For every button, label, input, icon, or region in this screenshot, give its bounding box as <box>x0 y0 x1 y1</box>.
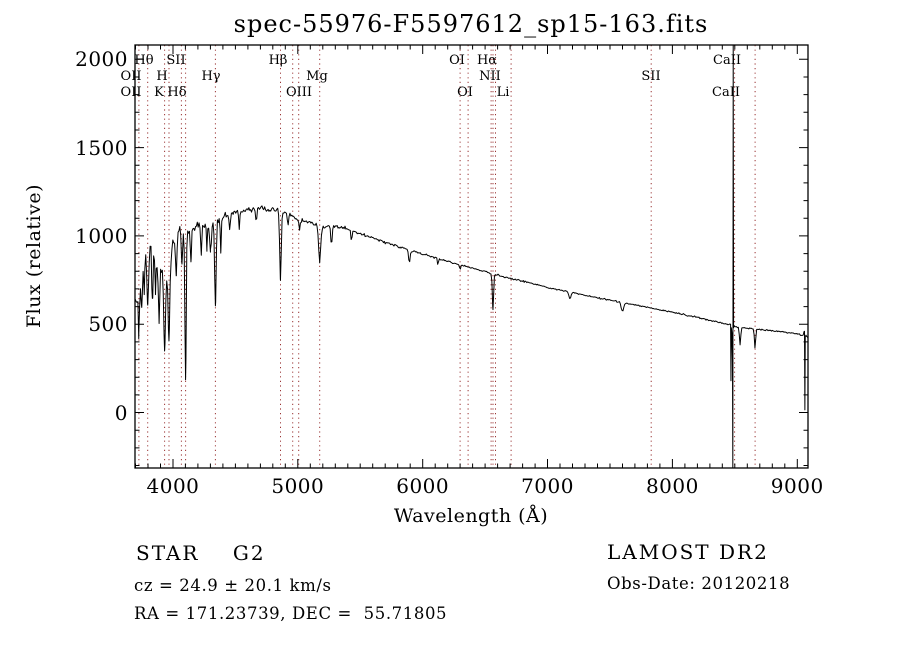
plot-title: spec-55976-F5597612_sp15-163.fits <box>233 10 709 38</box>
spectral-line-label: Hθ <box>134 53 154 68</box>
spectral-line-label: Li <box>496 85 510 100</box>
spectral-line-label: OII <box>120 85 142 100</box>
x-tick-label: 5000 <box>271 474 325 498</box>
x-tick-label: 4000 <box>146 474 200 498</box>
spectral-line-label: Hδ <box>167 85 187 100</box>
spectral-line-label: OI <box>457 85 473 100</box>
y-tick-label: 1000 <box>75 223 128 248</box>
x-tick-label: 8000 <box>645 474 699 498</box>
spectral-line-label: SII <box>166 53 186 68</box>
spectral-line-label: Hγ <box>201 69 221 84</box>
spectral-line-label: OI <box>449 53 465 68</box>
spectral-line-label: Hβ <box>268 53 288 68</box>
y-axis-label: Flux (relative) <box>23 184 45 328</box>
spectral-line-label: Hα <box>476 53 498 68</box>
spectrum-curve <box>135 45 808 468</box>
spectral-line-label: OII <box>120 69 142 84</box>
spectral-line-label: CaII <box>713 53 741 68</box>
y-tick-label: 2000 <box>75 47 128 72</box>
spectral-line-label: NII <box>479 69 501 84</box>
classification-text: STAR G2 <box>136 541 266 565</box>
x-tick-label: 7000 <box>521 474 574 498</box>
plot-box <box>134 44 809 469</box>
x-tick-label: 9000 <box>770 474 824 498</box>
axis-ticks <box>135 45 808 468</box>
obs-date-text: Obs-Date: 20120218 <box>607 574 791 593</box>
survey-text: LAMOST DR2 <box>607 540 769 564</box>
ra-dec-text: RA = 171.23739, DEC = 55.71805 <box>134 604 448 623</box>
spectral-line-label: H <box>156 69 168 84</box>
spectral-line-label: CaII <box>712 85 740 100</box>
spectral-line-label: SII <box>641 69 661 84</box>
y-tick-label: 500 <box>88 312 128 337</box>
y-tick-label: 1500 <box>75 135 128 160</box>
x-axis-label: Wavelength (Å) <box>393 505 549 527</box>
y-tick-label: 0 <box>114 400 128 425</box>
spectral-line-label: Mg <box>306 69 328 84</box>
spectral-line-label: K <box>154 85 164 100</box>
spectral-dotted-lines <box>138 45 756 468</box>
spectral-line-label: OIII <box>285 85 313 100</box>
x-tick-label: 6000 <box>396 474 450 498</box>
cz-text: cz = 24.9 ± 20.1 km/s <box>134 576 332 595</box>
